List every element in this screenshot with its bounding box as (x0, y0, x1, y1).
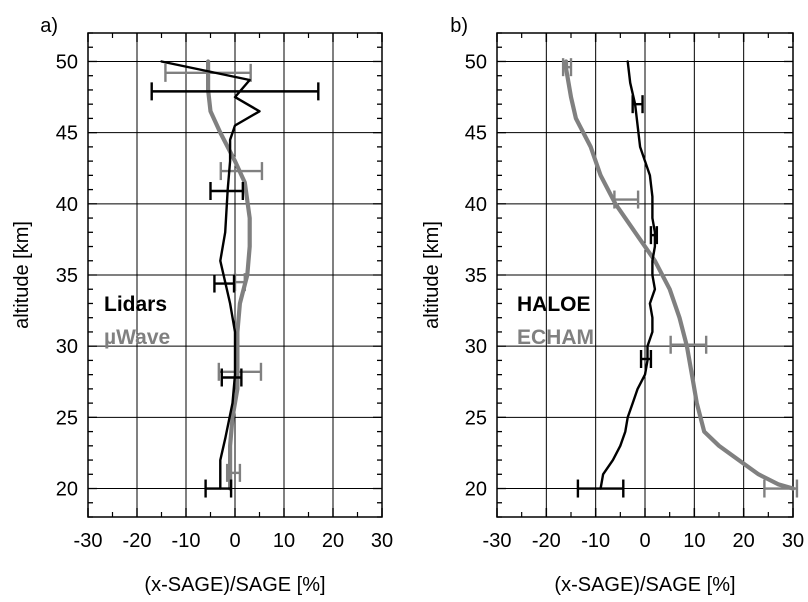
y-tick-label: 30 (56, 336, 78, 358)
x-tick-label: -20 (123, 530, 152, 552)
y-tick-label: 40 (465, 194, 487, 216)
x-tick-label: -10 (172, 530, 201, 552)
series-line-haloe (599, 60, 657, 490)
y-axis-label: altitude [km] (11, 221, 33, 329)
chart-panel-a: -30 -20 -10 0 10 20 30 20 25 30 35 40 45 50 (x-SAGE)/S… (11, 15, 393, 596)
error-bar (613, 190, 640, 209)
error-bar (576, 479, 625, 498)
y-tick-label: 45 (465, 123, 487, 145)
x-tick-label: 30 (371, 530, 393, 552)
error-bar (561, 58, 573, 77)
y-tick-label: 35 (56, 265, 78, 287)
x-tick-label: 20 (322, 530, 344, 552)
chart-panel-b: -30 -20 -10 0 10 20 30 20 25 30 35 40 45 50 (x-SAGE)/S… (421, 15, 804, 596)
legend-entry: Lidars (104, 293, 167, 316)
x-tick-label: 0 (639, 530, 650, 552)
y-tick-label: 50 (465, 51, 487, 73)
y-tick-label: 30 (465, 336, 487, 358)
series-line-µwave (206, 59, 252, 491)
y-tick-label: 20 (465, 479, 487, 501)
error-bar (213, 274, 236, 293)
x-tick-label: -10 (581, 530, 610, 552)
error-bar (217, 362, 263, 381)
error-bar (164, 63, 252, 82)
x-tick-label: -20 (532, 530, 561, 552)
error-bar (150, 82, 320, 101)
x-axis-label: (x-SAGE)/SAGE [%] (144, 574, 325, 596)
y-tick-label: 25 (56, 407, 78, 429)
error-bar (763, 479, 799, 498)
error-bar (639, 349, 653, 368)
legend-entry: ECHAM (517, 326, 594, 349)
x-tick-label: -30 (74, 530, 103, 552)
x-tick-label: 20 (733, 530, 755, 552)
error-bar (209, 182, 245, 201)
panel-label: b) (450, 15, 468, 37)
error-bar (649, 226, 659, 245)
y-tick-label: 40 (56, 194, 78, 216)
x-tick-label: 30 (782, 530, 804, 552)
x-tick-label: 10 (273, 530, 295, 552)
error-bar (669, 335, 708, 354)
legend-entry: HALOE (517, 293, 591, 316)
x-tick-label: 0 (229, 530, 240, 552)
y-tick-label: 45 (56, 123, 78, 145)
y-tick-label: 20 (56, 479, 78, 501)
legend-entry: µWave (104, 326, 170, 349)
y-tick-label: 25 (465, 407, 487, 429)
y-tick-label: 35 (465, 265, 487, 287)
series-line-echam (564, 59, 796, 491)
error-bar (204, 479, 233, 498)
error-bar (220, 368, 243, 387)
x-axis-label: (x-SAGE)/SAGE [%] (554, 574, 735, 596)
x-tick-label: -30 (483, 530, 512, 552)
panel-label: a) (40, 15, 58, 37)
y-tick-label: 50 (56, 51, 78, 73)
series-line-lidars (160, 60, 261, 490)
x-tick-label: 10 (683, 530, 705, 552)
error-bar (225, 463, 242, 482)
y-axis-label: altitude [km] (421, 221, 443, 329)
error-bar (631, 95, 644, 114)
error-bar (219, 162, 264, 181)
